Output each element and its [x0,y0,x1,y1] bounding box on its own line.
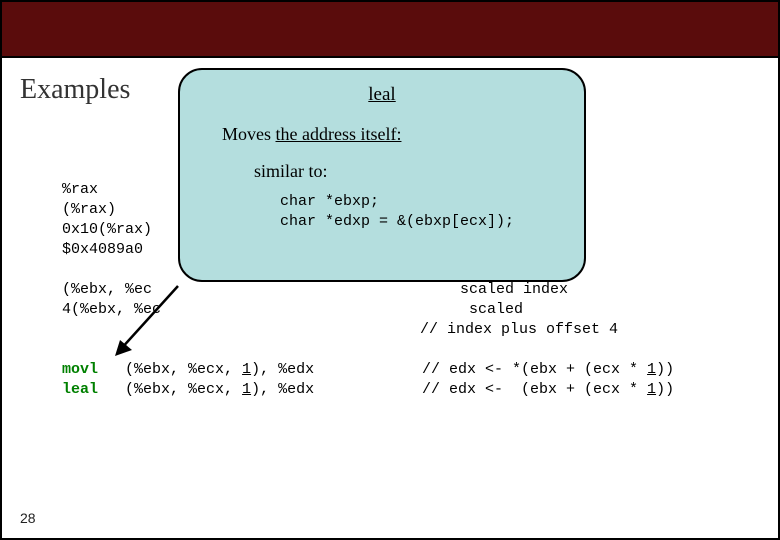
leal-comment-c: )) [656,381,674,398]
callout-similar: similar to: [254,161,566,182]
leal-comment-a: // edx <- (ebx + (ecx * [422,381,647,398]
callout-code-1: char *ebxp; [280,193,379,210]
movl-tail: ), %edx [251,361,314,378]
leal-callout: leal Moves the address itself: similar t… [178,68,586,282]
movl-args: (%ebx, %ecx, [98,361,242,378]
code-line-3a: 0x10(%rax) [62,221,152,238]
callout-code-2: char *edxp = &(ebxp[ecx]); [280,213,514,230]
callout-moves-addr: the address itself: [276,124,402,144]
leal-tail: ), %edx [251,381,314,398]
movl-one: 1 [242,361,251,378]
callout-title: leal [198,84,566,106]
leal-keyword: leal [62,381,98,398]
movl-comment-a: // edx <- *(ebx + (ecx * [422,361,647,378]
movl-comment-c: )) [656,361,674,378]
bottom-code-block: movl (%ebx, %ecx, 1), %edx// edx <- *(eb… [62,340,742,400]
title-band [2,2,778,58]
leal-args: (%ebx, %ecx, [98,381,242,398]
callout-moves-pre: Moves [222,124,276,144]
callout-code: char *ebxp; char *edxp = &(ebxp[ecx]); [280,192,566,232]
slide-title: Examples [20,74,130,106]
callout-moves: Moves the address itself: [222,124,566,145]
code-line-7a: 4(%ebx, %ec [62,301,161,318]
code-line-1a: %rax [62,181,98,198]
leal-one: 1 [242,381,251,398]
page-number: 28 [20,510,36,526]
code-line-7b: scaled [460,300,523,320]
code-line-8b: // index plus offset 4 [420,320,618,340]
movl-comment-b: 1 [647,361,656,378]
leal-comment-b: 1 [647,381,656,398]
code-line-4a: $0x4089a0 [62,241,143,258]
code-line-6b: scaled index [460,280,568,300]
movl-keyword: movl [62,361,98,378]
code-line-2a: (%rax) [62,201,116,218]
code-line-6a: (%ebx, %ec [62,281,152,298]
